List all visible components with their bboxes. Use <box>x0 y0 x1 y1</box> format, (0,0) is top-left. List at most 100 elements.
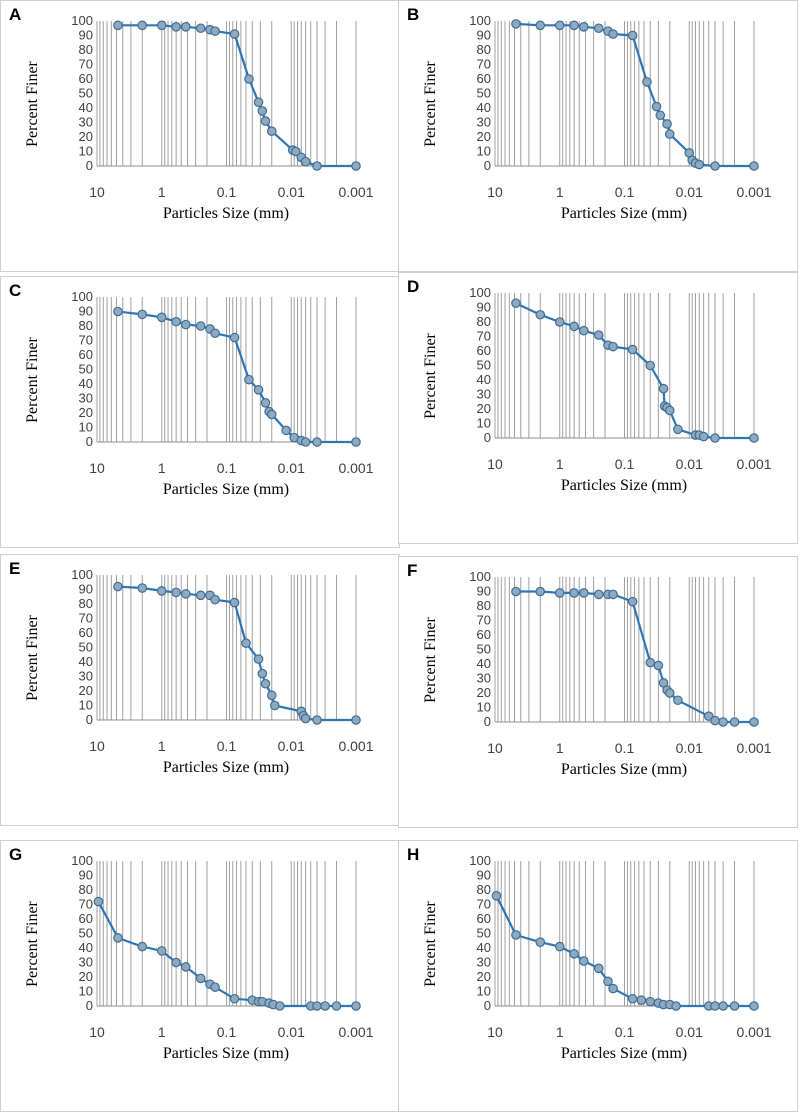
y-tick-label: 50 <box>477 358 491 373</box>
y-tick-label: 40 <box>477 372 491 387</box>
data-point <box>137 583 148 593</box>
data-point <box>511 586 521 597</box>
data-point <box>535 586 546 597</box>
data-point <box>93 896 104 907</box>
data-point <box>331 1001 342 1011</box>
data-point <box>749 1001 759 1011</box>
y-tick-label: 70 <box>79 57 93 72</box>
data-point <box>281 425 291 436</box>
data-point <box>241 638 251 648</box>
data-point <box>195 23 206 34</box>
x-tick-label: 0.001 <box>338 1024 373 1040</box>
data-point <box>749 161 759 171</box>
x-tick-label: 0.001 <box>338 184 373 200</box>
y-tick-label: 20 <box>79 129 93 144</box>
x-tick-label: 10 <box>89 460 105 476</box>
data-point <box>698 431 709 442</box>
data-point <box>579 588 589 598</box>
y-tick-label: 100 <box>469 285 491 300</box>
data-point <box>569 588 579 598</box>
data-point <box>593 23 604 34</box>
x-tick-label: 10 <box>487 456 503 472</box>
y-tick-label: 10 <box>79 984 93 999</box>
y-tick-label: 50 <box>79 362 93 377</box>
data-point <box>195 321 206 331</box>
y-tick-label: 90 <box>477 868 491 883</box>
data-point <box>627 344 638 355</box>
data-point <box>244 74 254 84</box>
y-tick-label: 20 <box>477 685 491 700</box>
x-tick-label: 0.01 <box>676 740 703 756</box>
data-point <box>554 588 565 598</box>
x-axis-label: Particles Size (mm) <box>162 759 290 776</box>
data-point <box>312 715 322 725</box>
y-tick-label: 10 <box>79 420 93 435</box>
chart-panel-b: B Percent Finer Particles Size (mm) 0 10 2… <box>398 0 798 272</box>
y-tick-label: 20 <box>477 401 491 416</box>
x-tick-label: 10 <box>89 184 105 200</box>
data-point <box>181 319 191 330</box>
data-point <box>718 1001 728 1011</box>
data-point <box>673 424 683 435</box>
y-tick-label: 100 <box>71 567 93 582</box>
x-tick-label: 0.1 <box>615 740 635 756</box>
data-point <box>156 20 167 31</box>
y-tick-label: 70 <box>79 611 93 626</box>
data-point <box>511 298 521 308</box>
y-tick-label: 90 <box>477 584 491 599</box>
y-tick-label: 60 <box>79 625 93 640</box>
data-point <box>749 433 759 443</box>
y-tick-label: 60 <box>477 911 491 926</box>
y-tick-label: 90 <box>477 28 491 43</box>
y-tick-label: 50 <box>477 642 491 657</box>
data-point <box>554 317 565 327</box>
x-axis-label: Particles Size (mm) <box>560 761 688 778</box>
data-point <box>181 962 191 972</box>
panel-label: C <box>9 281 22 300</box>
data-point <box>554 941 565 952</box>
y-tick-label: 10 <box>477 144 491 159</box>
data-point <box>491 890 502 901</box>
x-tick-label: 1 <box>556 184 564 200</box>
y-tick-label: 40 <box>79 940 93 955</box>
panel-label: D <box>407 277 420 296</box>
data-point <box>710 161 720 171</box>
y-tick-label: 10 <box>79 698 93 713</box>
x-tick-label: 1 <box>158 184 166 200</box>
y-tick-label: 100 <box>71 13 93 28</box>
data-point <box>351 1001 361 1011</box>
chart-panel-e: E Percent Finer Particles Size (mm) 0 10 2… <box>0 554 400 826</box>
y-tick-label: 50 <box>79 640 93 655</box>
data-point <box>351 161 361 171</box>
x-tick-label: 10 <box>89 1024 105 1040</box>
data-point <box>210 982 220 992</box>
x-tick-label: 1 <box>556 1024 564 1040</box>
data-point <box>535 20 546 31</box>
x-axis-label: Particles Size (mm) <box>560 205 688 222</box>
y-tick-label: 40 <box>477 656 491 671</box>
data-point <box>113 933 123 943</box>
y-tick-label: 100 <box>71 853 93 868</box>
data-point <box>569 321 579 332</box>
y-tick-label: 50 <box>79 86 93 101</box>
data-point <box>229 993 240 1004</box>
y-tick-label: 30 <box>79 391 93 406</box>
data-point <box>642 77 652 87</box>
panel-label: A <box>9 5 22 24</box>
y-tick-label: 30 <box>477 387 491 402</box>
data-point <box>195 590 206 601</box>
data-point <box>645 360 656 371</box>
y-tick-label: 10 <box>477 700 491 715</box>
data-point <box>645 996 656 1007</box>
data-point <box>664 688 675 698</box>
data-point <box>511 930 521 940</box>
data-point <box>181 589 191 599</box>
y-tick-label: 20 <box>477 969 491 984</box>
y-tick-label: 30 <box>477 115 491 130</box>
y-tick-label: 30 <box>79 955 93 970</box>
y-tick-label: 100 <box>469 13 491 28</box>
y-tick-label: 0 <box>86 998 93 1013</box>
